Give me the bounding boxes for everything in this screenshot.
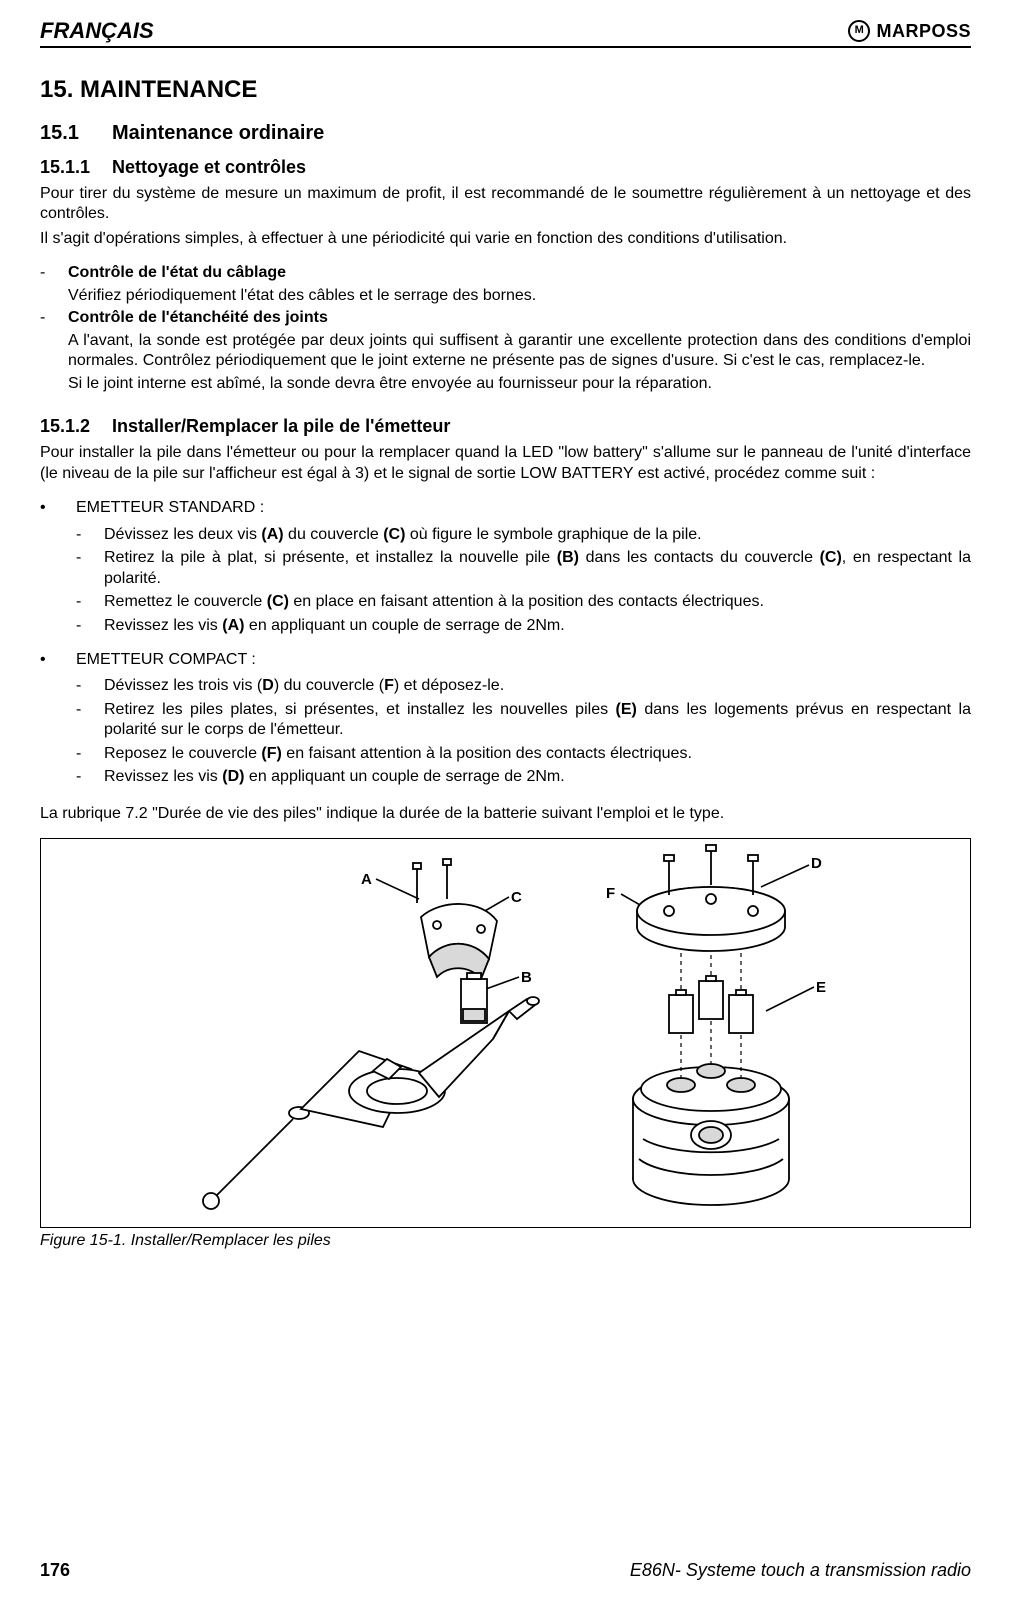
cmp-title: EMETTEUR COMPACT : <box>76 651 256 668</box>
list-item: Remettez le couvercle (C) en place en fa… <box>76 592 971 612</box>
dash-icon: - <box>40 263 68 283</box>
figure-svg <box>41 839 961 1227</box>
std-item-0: Dévissez les deux vis (A) du couvercle (… <box>104 526 702 543</box>
header-left: FRANÇAIS <box>40 18 154 44</box>
list-item: Dévissez les trois vis (D) du couvercle … <box>76 676 971 696</box>
heading-3b: 15.1.2Installer/Remplacer la pile de l'é… <box>40 416 971 437</box>
figure-box: A C B F D E <box>40 838 971 1228</box>
figure-caption: Figure 15-1. Installer/Remplacer les pil… <box>40 1232 971 1250</box>
h3a-num: 15.1.1 <box>40 157 112 178</box>
h2-title: Maintenance ordinaire <box>112 122 324 144</box>
note: La rubrique 7.2 "Durée de vie des piles"… <box>40 804 971 824</box>
logo-icon: M <box>848 20 870 42</box>
list-item: Revissez les vis (D) en appliquant un co… <box>76 767 971 787</box>
cmp-item-0: Dévissez les trois vis (D) du couvercle … <box>104 677 504 694</box>
doc-title: E86N- Systeme touch a transmission radio <box>630 1560 971 1581</box>
h3a-title: Nettoyage et contrôles <box>112 157 306 177</box>
list-item: Retirez les piles plates, si présentes, … <box>76 700 971 741</box>
bullet-icon: • <box>40 650 76 670</box>
std-item-2: Remettez le couvercle (C) en place en fa… <box>104 593 764 610</box>
h3b-title: Installer/Remplacer la pile de l'émetteu… <box>112 416 450 436</box>
bullet-standard: •EMETTEUR STANDARD : <box>40 498 971 518</box>
cmp-item-2: Reposez le couvercle (F) en faisant atte… <box>104 745 692 762</box>
brand-text: MARPOSS <box>876 21 971 42</box>
std-item-1: Retirez la pile à plat, si présente, et … <box>104 549 971 586</box>
intro-1: Pour tirer du système de mesure un maxim… <box>40 184 971 225</box>
cmp-item-3: Revissez les vis (D) en appliquant un co… <box>104 768 565 785</box>
check2-label: Contrôle de l'étanchéité des joints <box>68 309 328 326</box>
cmp-item-1: Retirez les piles plates, si présentes, … <box>104 701 971 738</box>
check1-body: Vérifiez périodiquement l'état des câble… <box>68 286 971 306</box>
page-header: FRANÇAIS M MARPOSS <box>40 18 971 48</box>
h3b-num: 15.1.2 <box>40 416 112 437</box>
page-number: 176 <box>40 1560 70 1581</box>
list-item: Retirez la pile à plat, si présente, et … <box>76 548 971 589</box>
brand-logo: M MARPOSS <box>848 20 971 42</box>
std-title: EMETTEUR STANDARD : <box>76 499 264 516</box>
list-item: Revissez les vis (A) en appliquant un co… <box>76 616 971 636</box>
check-2: -Contrôle de l'étanchéité des joints <box>40 308 971 328</box>
h2-num: 15.1 <box>40 122 112 145</box>
dash-icon: - <box>40 308 68 328</box>
check-1: -Contrôle de l'état du câblage <box>40 263 971 283</box>
page: FRANÇAIS M MARPOSS 15. MAINTENANCE 15.1M… <box>0 0 1011 1603</box>
check2-body1: A l'avant, la sonde est protégée par deu… <box>68 331 971 372</box>
cmp-list: Dévissez les trois vis (D) du couvercle … <box>76 676 971 787</box>
list-item: Dévissez les deux vis (A) du couvercle (… <box>76 525 971 545</box>
list-item: Reposez le couvercle (F) en faisant atte… <box>76 744 971 764</box>
page-footer: 176 E86N- Systeme touch a transmission r… <box>40 1560 971 1581</box>
std-list: Dévissez les deux vis (A) du couvercle (… <box>76 525 971 636</box>
heading-3a: 15.1.1Nettoyage et contrôles <box>40 157 971 178</box>
check2-body2: Si le joint interne est abîmé, la sonde … <box>68 374 971 394</box>
bullet-icon: • <box>40 498 76 518</box>
std-item-3: Revissez les vis (A) en appliquant un co… <box>104 617 565 634</box>
check1-label: Contrôle de l'état du câblage <box>68 264 286 281</box>
heading-1: 15. MAINTENANCE <box>40 76 971 104</box>
bullet-compact: •EMETTEUR COMPACT : <box>40 650 971 670</box>
intro-2: Il s'agit d'opérations simples, à effect… <box>40 229 971 249</box>
heading-2: 15.1Maintenance ordinaire <box>40 122 971 145</box>
intro-3: Pour installer la pile dans l'émetteur o… <box>40 443 971 484</box>
